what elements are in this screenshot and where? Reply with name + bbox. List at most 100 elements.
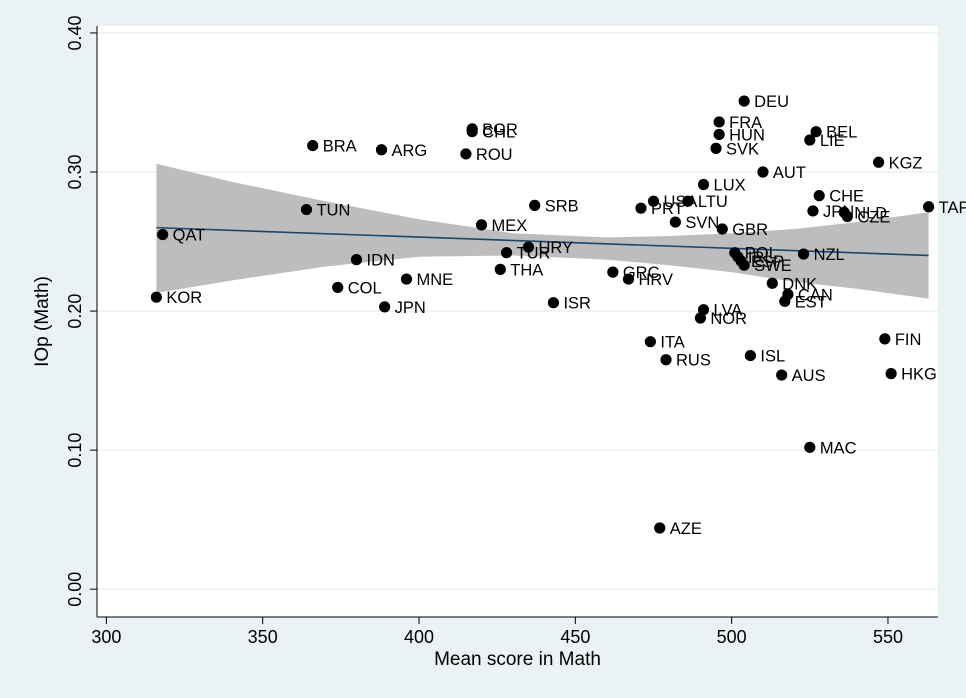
- point-label: PRT: [651, 200, 684, 218]
- y-tick-label: 0.00: [65, 572, 85, 607]
- x-tick-label: 350: [248, 627, 278, 647]
- data-point: [379, 301, 391, 313]
- data-point: [776, 369, 788, 381]
- point-label: LTU: [698, 193, 728, 211]
- data-point: [622, 273, 635, 285]
- point-label: ROU: [476, 146, 513, 164]
- axes: 0.00 0.10 0.20 0.30 0.40 300 350 400 450 500 550: [65, 15, 938, 647]
- data-point: [475, 219, 488, 231]
- data-point: [757, 166, 769, 178]
- point-label: SWE: [754, 257, 792, 275]
- point-label: RUS: [676, 352, 711, 370]
- point-label: LUX: [714, 177, 746, 195]
- data-point: [300, 203, 313, 216]
- point-label: ISL: [760, 348, 785, 366]
- point-label: THA: [510, 261, 543, 279]
- point-label: SRB: [545, 197, 579, 215]
- point-label: BGR: [482, 121, 518, 139]
- data-point: [872, 156, 885, 168]
- point-label: HRV: [638, 271, 673, 289]
- point-label: NLD: [854, 204, 887, 222]
- point-label: IDN: [366, 252, 394, 270]
- data-point: [804, 134, 816, 146]
- plot-area: [97, 26, 938, 617]
- point-label: AZE: [670, 520, 702, 538]
- point-label: BRA: [323, 138, 357, 156]
- data-point: [307, 139, 319, 152]
- y-tick-label: 0.40: [65, 15, 85, 50]
- data-point: [400, 273, 413, 285]
- point-label: ARG: [392, 142, 428, 160]
- point-label: QAT: [173, 227, 206, 245]
- data-point: [529, 199, 541, 211]
- data-point: [500, 247, 513, 259]
- data-point: [150, 291, 163, 303]
- point-label: NZL: [814, 246, 845, 264]
- point-label: MNE: [417, 271, 454, 289]
- point-label: AUS: [792, 367, 826, 385]
- point-label: POL: [745, 245, 778, 263]
- data-point: [607, 266, 619, 278]
- data-point: [841, 210, 853, 223]
- data-point: [522, 241, 535, 253]
- data-point: [710, 142, 722, 154]
- data-point: [804, 441, 816, 453]
- y-tick-label: 0.10: [65, 433, 85, 468]
- data-point: [744, 349, 757, 362]
- data-point: [332, 281, 344, 294]
- x-tick-label: 300: [91, 627, 121, 647]
- data-point: [654, 522, 666, 534]
- data-point: [669, 216, 681, 228]
- data-point: [350, 254, 363, 266]
- data-point: [697, 178, 710, 191]
- x-axis-label: Mean score in Math: [434, 649, 601, 670]
- point-label: IRL: [748, 249, 774, 267]
- data-point: [879, 333, 891, 345]
- x-tick-label: 550: [873, 627, 903, 647]
- data-point: [716, 223, 728, 235]
- point-label: FRA: [729, 114, 762, 132]
- data-point: [797, 248, 810, 260]
- point-label: AUT: [773, 164, 806, 182]
- point-label: ESP: [751, 253, 784, 271]
- point-label: SVK: [726, 140, 759, 158]
- point-label: JPN: [395, 299, 426, 317]
- data-point: [697, 304, 710, 316]
- data-point: [157, 228, 169, 241]
- point-label: KOR: [166, 289, 202, 307]
- data-point: [460, 148, 472, 160]
- point-label: LVA: [714, 302, 743, 320]
- point-label: ISR: [563, 295, 591, 313]
- data-point: [813, 190, 825, 202]
- data-point: [885, 368, 897, 380]
- point-label: MEX: [492, 217, 528, 235]
- data-point: [738, 95, 750, 107]
- data-point: [647, 195, 660, 207]
- point-label: SVN: [685, 214, 719, 232]
- point-label: GBR: [732, 221, 768, 239]
- point-label: HUN: [729, 126, 765, 144]
- point-label: CAN: [798, 286, 833, 304]
- data-point: [635, 202, 647, 214]
- grid-lines: [97, 32, 938, 590]
- point-label: DNK: [782, 275, 817, 293]
- x-tick-label: 400: [404, 627, 434, 647]
- data-point: [547, 297, 560, 309]
- data-point: [644, 336, 656, 348]
- y-tick-label: 0.20: [65, 294, 85, 329]
- point-label: BEL: [826, 124, 857, 142]
- data-point: [682, 195, 694, 207]
- data-point: [494, 263, 506, 275]
- y-axis-label: IOp (Math): [32, 276, 53, 367]
- point-label: TAP: [939, 199, 966, 217]
- confidence-band: [156, 163, 929, 299]
- x-tick-label: 500: [717, 627, 747, 647]
- data-point: [660, 354, 672, 366]
- point-label: LIE: [820, 132, 845, 150]
- point-label: NOR: [710, 310, 747, 328]
- data-point: [923, 201, 935, 213]
- point-label: ITA: [660, 334, 684, 352]
- data-point: [810, 126, 822, 138]
- point-label: MAC: [820, 439, 857, 457]
